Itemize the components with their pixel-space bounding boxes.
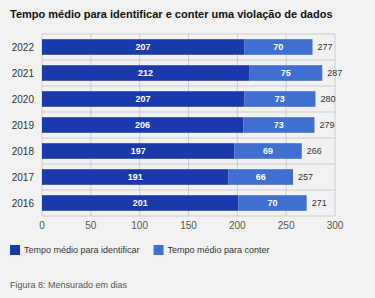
- separator-line: [42, 190, 335, 191]
- separator-line: [42, 60, 335, 61]
- x-tick-label: 200: [229, 220, 246, 231]
- bar-segment: [238, 195, 306, 211]
- bar-segment: [229, 169, 293, 185]
- data-label: 197: [131, 146, 146, 156]
- data-label: 69: [263, 146, 273, 156]
- bar-segment: [42, 169, 229, 185]
- total-label: 279: [319, 120, 334, 130]
- bar-segment: [42, 195, 238, 211]
- total-label: 271: [312, 198, 327, 208]
- y-tick-label: 2020: [12, 94, 35, 105]
- x-tick-label: 250: [278, 220, 295, 231]
- legend: Tempo médio para identificar Tempo médio …: [10, 245, 270, 255]
- grid-line: [335, 34, 336, 216]
- data-label: 206: [135, 120, 150, 130]
- legend-swatch: [10, 245, 20, 255]
- x-tick-label: 150: [180, 220, 197, 231]
- data-label: 201: [133, 198, 148, 208]
- bars: [42, 39, 322, 211]
- data-label: 73: [275, 94, 285, 104]
- legend-label: Tempo médio para conter: [168, 245, 270, 255]
- separator-line: [42, 138, 335, 139]
- data-label: 70: [273, 42, 283, 52]
- separator-line: [42, 164, 335, 165]
- y-tick-label: 2016: [12, 198, 35, 209]
- bar-segment: [249, 65, 322, 81]
- labels: 201 70 271 191 66 257 197 69 266 206 73 279 207 73 280…: [128, 42, 343, 208]
- bar-segment: [234, 143, 301, 159]
- bar-segment: [244, 91, 315, 107]
- data-label: 75: [281, 68, 291, 78]
- total-label: 277: [318, 42, 333, 52]
- y-tick-label: 2017: [12, 172, 35, 183]
- x-tick-label: 100: [131, 220, 148, 231]
- data-label: 70: [267, 198, 277, 208]
- y-tick-label: 2022: [12, 42, 35, 53]
- grid: [42, 34, 335, 216]
- total-label: 266: [307, 146, 322, 156]
- separator-line: [42, 112, 335, 113]
- data-label: 66: [256, 172, 266, 182]
- bar-segment: [243, 117, 314, 133]
- bar-segment: [42, 91, 244, 107]
- data-label: 212: [138, 68, 153, 78]
- data-label: 73: [274, 120, 284, 130]
- data-label: 191: [128, 172, 143, 182]
- legend-swatch: [154, 245, 164, 255]
- y-tick-label: 2018: [12, 146, 35, 157]
- x-tick-label: 300: [327, 220, 344, 231]
- y-tick-label: 2021: [12, 68, 35, 79]
- bar-segment: [42, 39, 244, 55]
- legend-label: Tempo médio para identificar: [24, 245, 140, 255]
- separator-line: [42, 216, 335, 217]
- x-tick-label: 0: [39, 220, 45, 231]
- bar-segment: [42, 143, 234, 159]
- bar-segment: [42, 65, 249, 81]
- x-tick-label: 50: [85, 220, 97, 231]
- total-label: 257: [298, 172, 313, 182]
- bar-segment: [42, 117, 243, 133]
- total-label: 287: [327, 68, 342, 78]
- separator-line: [42, 34, 335, 35]
- y-tick-label: 2019: [12, 120, 35, 131]
- chart: Tempo médio para identificar e conter um…: [0, 0, 375, 298]
- title: Tempo médio para identificar e conter um…: [10, 8, 333, 20]
- bar-segment: [244, 39, 312, 55]
- total-label: 280: [320, 94, 335, 104]
- caption: Figura 8: Mensurado em dias: [10, 280, 128, 290]
- data-label: 207: [136, 42, 151, 52]
- background: [0, 0, 375, 298]
- separator-line: [42, 86, 335, 87]
- data-label: 207: [136, 94, 151, 104]
